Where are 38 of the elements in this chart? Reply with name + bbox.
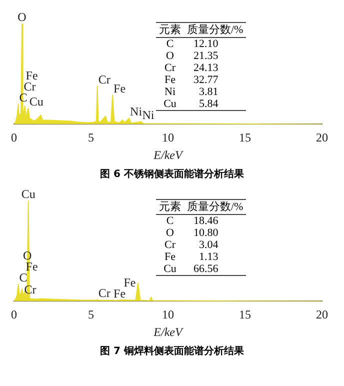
text: Cr 24.13 [164,62,218,74]
annotation: Cr [98,286,110,300]
text: 图 7 铜焊料侧表面能谱分析结果 [99,344,245,358]
x-tick-label: 5 [88,308,94,322]
x-tick-label: 5 [88,130,94,145]
annotation: Fe [114,81,126,96]
annotation: 元素 质量分数/% [158,200,244,214]
text: O 21.35 [166,50,218,62]
text: Fe 32.77 [164,74,218,86]
x-tick-label: 10 [162,308,174,322]
annotation: Ni [130,104,143,118]
x-axis-title: E/keV [152,148,184,162]
x-tick-label: 0 [11,308,17,322]
text: Cr 3.04 [164,239,218,251]
text: Cu 5.84 [164,98,218,110]
text: C 18.46 [166,215,218,227]
x-tick-label: 10 [162,130,174,145]
annotation: Fe [124,275,136,290]
annotation: Fe [114,286,126,300]
text: Ni 3.81 [164,86,218,98]
text: Fe 1.13 [164,251,218,263]
x-tick-label: 15 [239,308,251,322]
text: Cu 66.56 [164,263,218,275]
x-tick-label: 20 [316,130,328,145]
x-tick-label: 0 [11,130,17,145]
text: O 10.80 [166,227,218,239]
x-tick-label: 20 [316,308,328,322]
x-tick-label: 15 [239,130,251,145]
annotation: Cu [21,187,36,202]
annotation: Cr [98,72,110,86]
text: C 12.10 [166,38,218,50]
annotation: Ni [142,108,155,122]
text: 图 6 不锈钢侧表面能谱分析结果 [99,167,245,181]
annotation: O [18,10,27,24]
annotation: 元素 质量分数/% [158,22,244,38]
annotation: Cu [29,94,44,108]
annotation: C [19,270,28,284]
x-axis-title: E/keV [152,324,184,339]
